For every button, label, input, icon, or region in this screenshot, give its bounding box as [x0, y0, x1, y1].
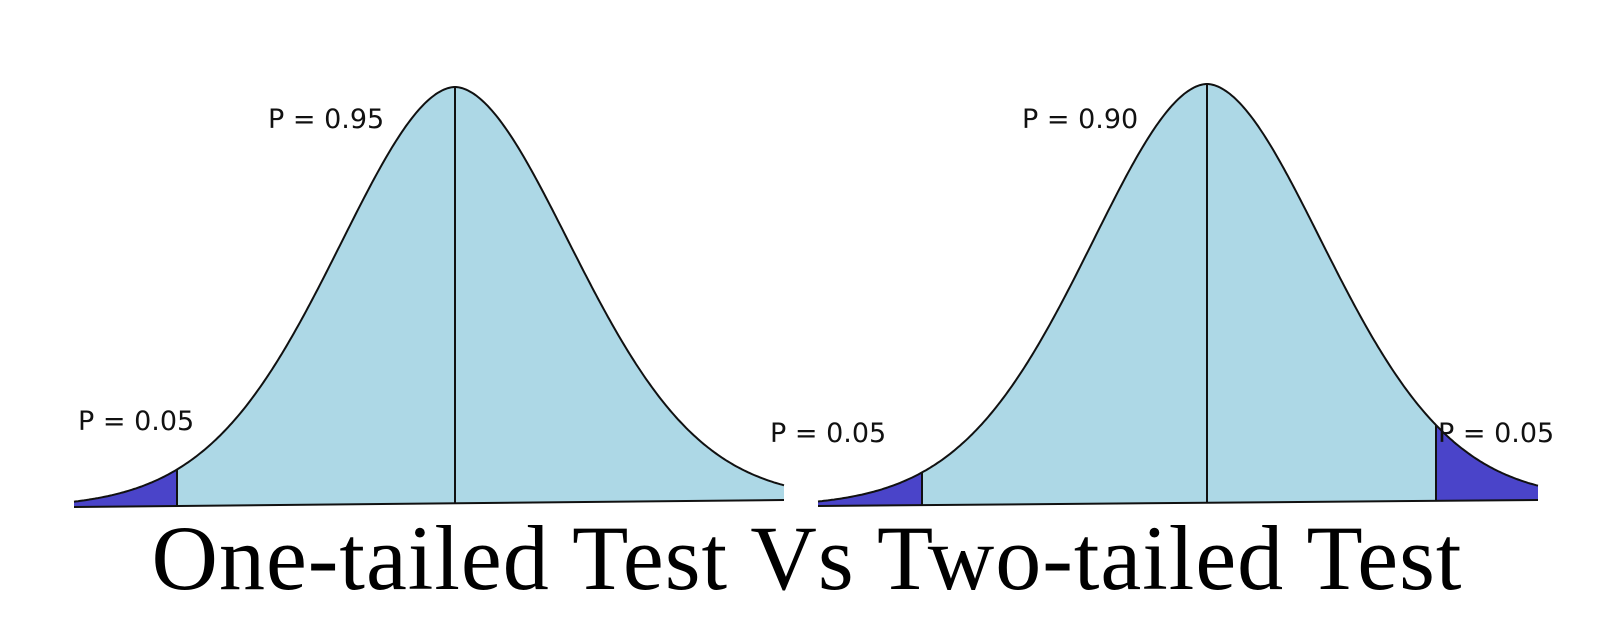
- one-tailed-left-tail-area: [74, 469, 177, 507]
- two-tailed-right-tail-area: [1436, 425, 1538, 501]
- one-tailed-baseline: [73, 499, 785, 508]
- two-tailed-center-label: P = 0.90: [1022, 104, 1138, 135]
- one-tailed-left-tail-label: P = 0.05: [78, 406, 194, 437]
- two-tailed-right-tail-label: P = 0.05: [1438, 418, 1554, 449]
- two-tailed-left-tail-label: P = 0.05: [770, 418, 886, 449]
- one-tailed-curve: P = 0.95 P = 0.05: [73, 86, 785, 508]
- one-tailed-curve-outline: [73, 86, 785, 503]
- diagram-title: One-tailed Test Vs Two-tailed Test: [151, 507, 1463, 609]
- two-tailed-curve-outline: [817, 83, 1539, 503]
- two-tailed-body-area: [818, 84, 1538, 506]
- two-tailed-baseline: [817, 499, 1539, 507]
- two-tailed-left-tail-area: [818, 472, 922, 506]
- one-tailed-center-label: P = 0.95: [268, 104, 384, 135]
- one-tailed-body-area: [74, 87, 784, 507]
- two-tailed-curve: P = 0.90 P = 0.05 P = 0.05: [770, 83, 1554, 507]
